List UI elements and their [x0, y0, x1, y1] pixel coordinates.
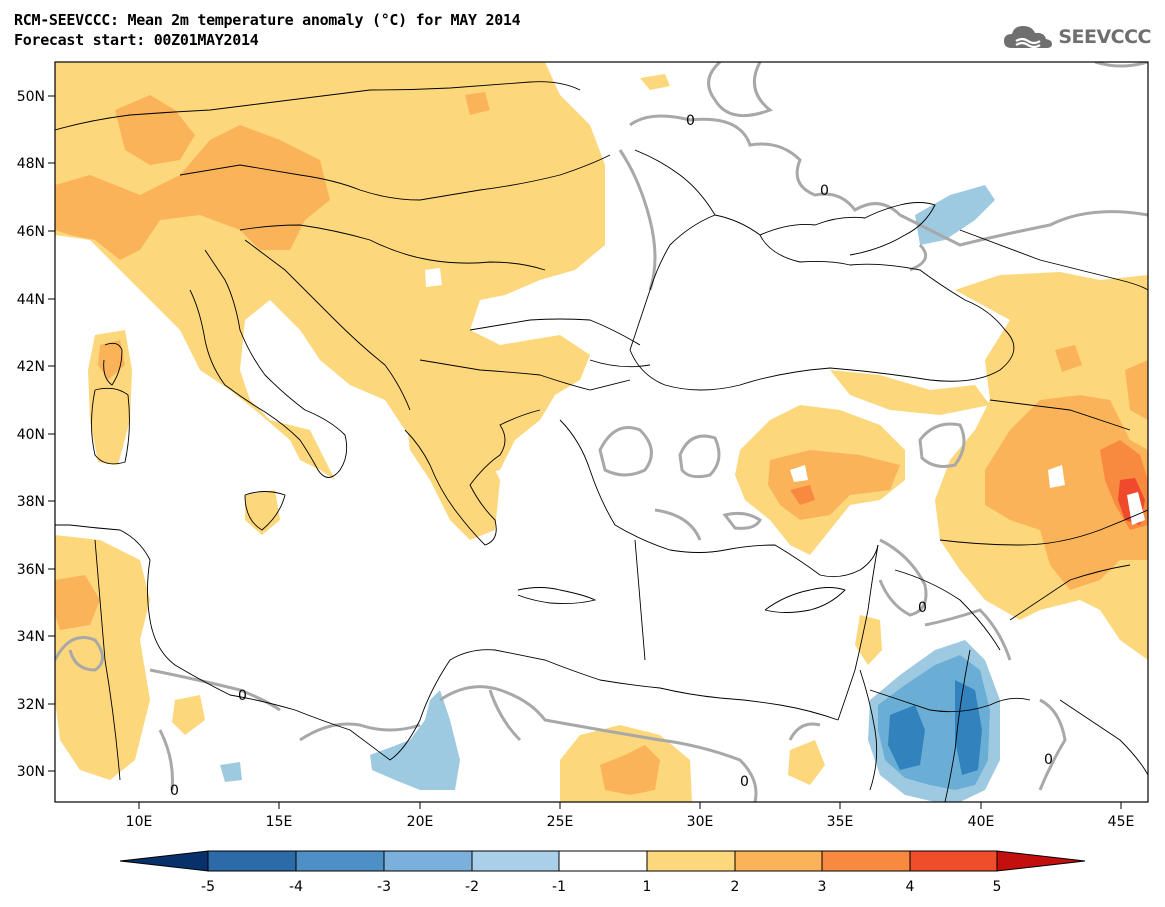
anomaly-area-2-3-egypt	[600, 745, 660, 795]
lat-tick-label: 42N	[17, 359, 45, 375]
colorbar-label: 5	[993, 879, 1002, 895]
anomaly-area-m1-m2-small	[220, 762, 242, 782]
lon-tick-label: 20E	[407, 814, 434, 830]
colorbar-segment	[471, 850, 560, 872]
lon-tick-label: 45E	[1108, 814, 1135, 830]
contour-labels: 0 0 0 0 0 0 0	[170, 113, 1053, 799]
anomaly-area-m3-m4-arabia-east	[955, 680, 982, 775]
lat-tick-label: 30N	[17, 764, 45, 780]
contour-label: 0	[740, 774, 749, 790]
colorbar-label: 3	[818, 879, 827, 895]
anomaly-area-m1-m2-azov	[915, 185, 995, 245]
anomaly-hole-3	[1048, 465, 1065, 488]
lon-tick-label: 25E	[547, 814, 574, 830]
lat-tick-label: 36N	[17, 562, 45, 578]
anomaly-area-1-2-levant	[855, 615, 882, 665]
lon-axis: 10E 15E 20E 25E 30E 35E 40E 45E	[126, 802, 1135, 830]
lat-tick-label: 44N	[17, 292, 45, 308]
cloud-icon	[1004, 26, 1053, 49]
contour-label: 0	[820, 183, 829, 199]
lon-tick-label: 10E	[126, 814, 153, 830]
contour-label: 0	[918, 600, 927, 616]
lat-tick-label: 46N	[17, 224, 45, 240]
contour-label: 0	[170, 783, 179, 799]
colorbar-arrow-high	[996, 850, 1086, 872]
anomaly-area-m3-m4-arabia-west	[888, 705, 925, 770]
contour-label: 0	[238, 688, 247, 704]
lat-tick-label: 38N	[17, 494, 45, 510]
contour-label: 0	[1044, 752, 1053, 768]
lat-tick-label: 40N	[17, 427, 45, 443]
anomaly-area-2-3-corsica	[98, 340, 125, 380]
anomaly-area-2-3-alps	[55, 125, 330, 260]
lon-tick-label: 40E	[968, 814, 995, 830]
lon-tick-label: 15E	[266, 814, 293, 830]
colorbar-label: -2	[465, 879, 479, 895]
lat-axis: 50N 48N 46N 44N 42N 40N 38N 36N 34N 32N …	[17, 89, 55, 780]
anomaly-area-1-2-greece	[405, 410, 500, 540]
chart-title: RCM-SEEVCCC: Mean 2m temperature anomaly…	[14, 11, 521, 29]
colorbar-label: 1	[643, 879, 652, 895]
anomaly-area-1-2-libya-small	[172, 695, 205, 735]
colorbar-segment	[383, 850, 473, 872]
lat-tick-label: 34N	[17, 629, 45, 645]
contour-label: 0	[686, 113, 695, 129]
colorbar: -5 -4 -3 -2 -1 1 2 3 4 5	[119, 850, 1086, 895]
colorbar-arrow-low	[119, 850, 209, 872]
chart-subtitle: Forecast start: 00Z01MAY2014	[14, 31, 259, 49]
anomaly-area-2-3-nafrica	[55, 575, 100, 630]
anomaly-area-2-3-germany	[115, 95, 195, 165]
anomaly-area-2-3-caucasus	[1055, 345, 1082, 372]
coastlines	[55, 81, 1148, 802]
anomaly-area-1-2-egypt-small	[788, 740, 825, 785]
anomaly-area-1-2-turkey-north	[830, 370, 990, 415]
colorbar-segment	[909, 850, 998, 872]
anomaly-area-2-3-poland	[465, 92, 490, 115]
colorbar-segment	[558, 850, 648, 872]
anomaly-area-m1-m2-libya	[370, 690, 460, 790]
colorbar-label: 2	[731, 879, 740, 895]
colorbar-label: -4	[289, 879, 303, 895]
anomaly-hole-2	[790, 465, 808, 482]
anomaly-area-2-3-east-right	[1125, 360, 1148, 420]
colorbar-segment	[207, 850, 297, 872]
lon-tick-label: 35E	[827, 814, 854, 830]
lon-tick-label: 30E	[687, 814, 714, 830]
anomaly-area-2-3-east	[985, 395, 1148, 590]
map-area: 0 0 0 0 0 0 0	[55, 62, 1148, 802]
map-frame	[54, 61, 1149, 803]
lat-tick-label: 48N	[17, 156, 45, 172]
anomaly-hole-1	[425, 268, 442, 287]
colorbar-segment	[821, 850, 911, 872]
colorbar-segment	[295, 850, 385, 872]
colorbar-label: -1	[552, 879, 566, 895]
colorbar-segment	[646, 850, 736, 872]
lat-tick-label: 32N	[17, 697, 45, 713]
lat-tick-label: 50N	[17, 89, 45, 105]
logo-text: SEEVCCC	[1058, 26, 1151, 48]
anomaly-area-1-2-nw-small	[640, 74, 670, 90]
seevccc-logo: SEEVCCC	[1002, 22, 1151, 52]
colorbar-label: 4	[906, 879, 915, 895]
colorbar-label: -5	[201, 879, 215, 895]
zero-contours	[55, 62, 1148, 802]
chart-title-block: RCM-SEEVCCC: Mean 2m temperature anomaly…	[14, 10, 521, 50]
colorbar-segment	[734, 850, 823, 872]
anomaly-area-3-4-turkey	[790, 485, 815, 505]
colorbar-label: -3	[377, 879, 391, 895]
